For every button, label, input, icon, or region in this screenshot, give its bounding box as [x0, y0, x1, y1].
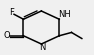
Text: F: F	[9, 8, 14, 17]
Text: NH: NH	[59, 10, 71, 19]
Text: O: O	[4, 31, 10, 40]
Text: N: N	[39, 43, 45, 52]
